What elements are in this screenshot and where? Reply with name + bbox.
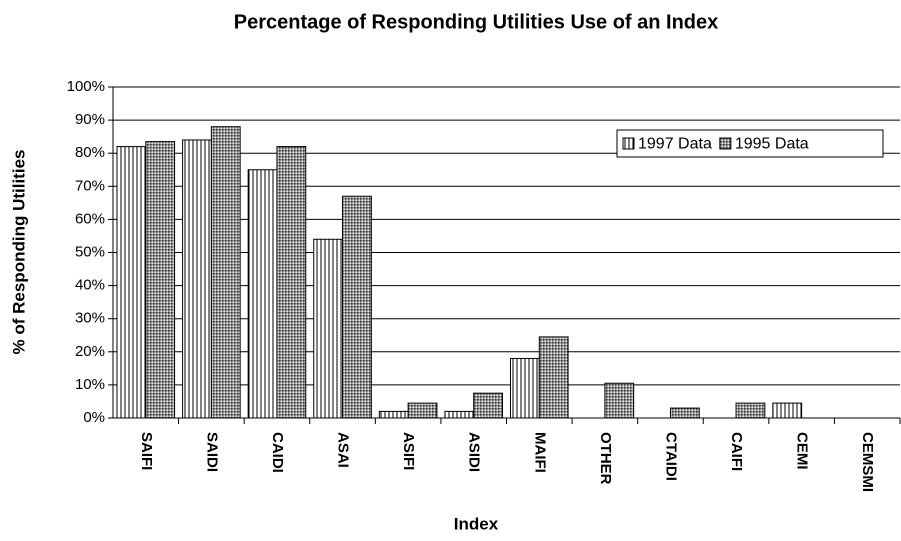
x-tick-label: CEMSMI: [859, 432, 876, 492]
y-tick-label: 80%: [75, 144, 105, 161]
legend-swatch: [622, 137, 635, 150]
x-axis-title: Index: [454, 514, 499, 533]
bar: [145, 141, 176, 419]
legend-label: 1995 Data: [735, 136, 809, 153]
x-tick-label: CAIDI: [269, 432, 286, 473]
x-tick-label: ASAI: [335, 432, 352, 468]
x-tick-label: CEMI: [794, 432, 811, 470]
legend-box: [616, 129, 884, 158]
bar: [313, 238, 344, 419]
y-axis-title: % of Responding Utilities: [9, 150, 28, 355]
x-tick-label: CAIFI: [728, 432, 745, 471]
bar: [669, 407, 700, 419]
x-tick-label: ASIDI: [466, 432, 483, 472]
bar: [378, 410, 409, 419]
bar: [735, 402, 766, 419]
x-tick-label: CTAIDI: [662, 432, 679, 481]
bar: [210, 126, 241, 419]
y-tick-label: 100%: [67, 78, 105, 95]
bar: [407, 402, 438, 419]
x-tick-label: OTHER: [597, 432, 614, 485]
y-tick-label: 70%: [75, 177, 105, 194]
bar: [182, 139, 212, 419]
y-tick-label: 30%: [75, 310, 105, 327]
legend-label: 1997 Data: [638, 136, 712, 153]
legend-swatch: [719, 137, 732, 150]
bar: [538, 336, 569, 419]
bar: [247, 169, 278, 419]
bar: [342, 195, 372, 419]
y-tick-label: 90%: [75, 111, 105, 128]
bar: [604, 382, 635, 419]
bar: [473, 392, 504, 419]
bar: [276, 146, 307, 419]
x-tick-label: SAIDI: [203, 432, 220, 472]
x-tick-label: ASIFI: [400, 432, 417, 470]
x-tick-label: SAIFI: [138, 432, 155, 470]
y-tick-label: 20%: [75, 343, 105, 360]
y-tick-label: 10%: [75, 376, 105, 393]
y-tick-label: 40%: [75, 277, 105, 294]
bar: [116, 146, 147, 419]
bar: [772, 402, 803, 419]
y-tick-label: 50%: [75, 243, 105, 260]
bar: [510, 357, 540, 419]
bar: [444, 410, 475, 419]
chart-title: Percentage of Responding Utilities Use o…: [234, 11, 719, 33]
y-tick-label: 0%: [83, 409, 105, 426]
x-tick-label: MAIFI: [531, 432, 548, 473]
y-tick-label: 60%: [75, 210, 105, 227]
